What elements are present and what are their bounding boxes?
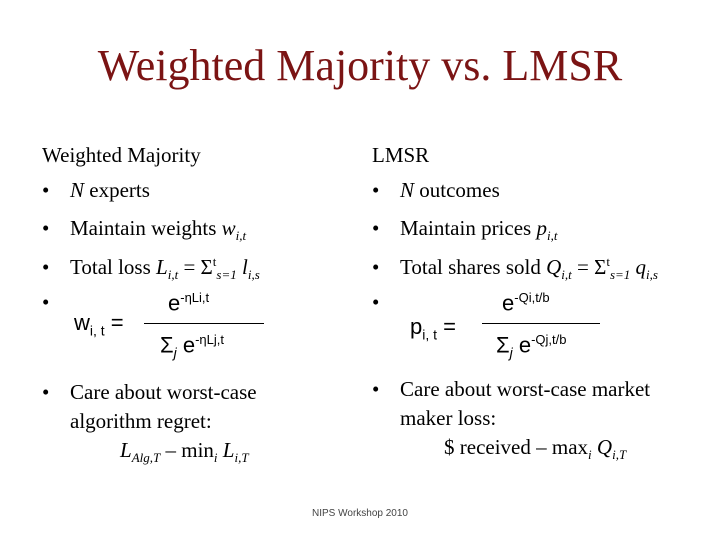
left-heading: Weighted Majority: [42, 143, 201, 167]
right-bullet-loss: • Care about worst-case market maker loss…: [372, 377, 651, 463]
left-fraction-bar: [144, 323, 264, 324]
left-formula-denominator: Σj e-ηLj,t: [160, 332, 224, 361]
left-bullet-experts: • N experts: [42, 178, 150, 202]
right-formula-numerator: e-Qi,t/b: [502, 290, 550, 316]
right-heading: LMSR: [372, 143, 430, 167]
left-bullet-total-loss: • Total loss Li,t = Σts=1 li,s: [42, 254, 260, 283]
right-formula-lhs: pi, t =: [410, 314, 456, 343]
right-bullet-formula: •: [372, 290, 380, 314]
left-bullet-weights: • Maintain weights wi,t: [42, 216, 247, 244]
left-bullet-formula: •: [42, 290, 50, 314]
left-formula-numerator: e-ηLi,t: [168, 290, 210, 316]
right-bullet-total-shares: • Total shares sold Qi,t = Σts=1 qi,s: [372, 254, 658, 283]
left-formula-lhs: wi, t =: [74, 310, 124, 339]
right-formula-denominator: Σj e-Qj,t/b: [496, 332, 567, 361]
footer-text: NIPS Workshop 2010: [312, 508, 408, 519]
left-bullet-regret: • Care about worst-case algorithm regret:…: [42, 380, 257, 466]
right-bullet-prices: • Maintain prices pi,t: [372, 216, 558, 244]
right-bullet-outcomes: • N outcomes: [372, 178, 500, 202]
slide-title: Weighted Majority vs. LMSR: [97, 41, 623, 90]
right-fraction-bar: [482, 323, 600, 324]
